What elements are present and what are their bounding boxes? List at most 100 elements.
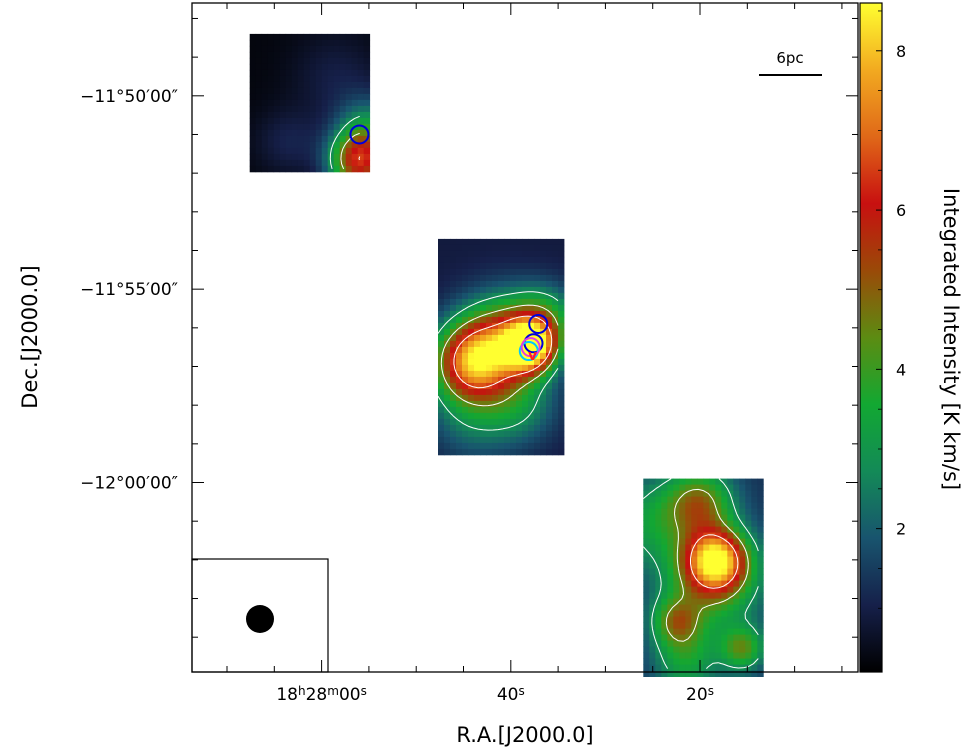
heatmap-cell — [697, 484, 704, 491]
heatmap-cell — [498, 400, 505, 408]
heatmap-cell — [279, 33, 287, 41]
heatmap-cell — [522, 382, 529, 390]
heatmap-cell — [273, 45, 281, 53]
heatmap-cell — [456, 250, 463, 258]
heatmap-cell — [643, 562, 650, 569]
heatmap-cell — [540, 352, 547, 360]
heatmap-cell — [309, 135, 317, 143]
heatmap-cell — [739, 646, 746, 653]
heatmap-cell — [363, 81, 371, 89]
heatmap-cell — [673, 658, 680, 665]
heatmap-cell — [468, 268, 475, 276]
heatmap-cell — [534, 424, 541, 432]
heatmap-cell — [255, 147, 263, 155]
heatmap-cell — [528, 412, 535, 420]
heatmap-cell — [504, 244, 511, 252]
heatmap-cell — [685, 490, 692, 497]
heatmap-cell — [333, 99, 341, 107]
heatmap-cell — [255, 87, 263, 95]
heatmap-cell — [297, 93, 305, 101]
heatmap-cell — [333, 141, 341, 149]
heatmap-cell — [309, 99, 317, 107]
heatmap-cell — [643, 508, 650, 515]
heatmap-cell — [558, 370, 565, 378]
heatmap-cell — [691, 664, 698, 671]
heatmap-cell — [249, 99, 257, 107]
heatmap-cell — [492, 250, 499, 258]
heatmap-cell — [291, 75, 299, 83]
heatmap-cell — [745, 520, 752, 527]
heatmap-cell — [552, 316, 559, 324]
heatmap-cell — [462, 358, 469, 366]
heatmap-cell — [444, 238, 451, 246]
heatmap-cell — [261, 63, 269, 71]
heatmap-cell — [703, 622, 710, 629]
heatmap-cell — [357, 117, 365, 125]
heatmap-cell — [703, 562, 710, 569]
heatmap-cell — [285, 45, 293, 53]
heatmap-cell — [504, 274, 511, 282]
heatmap-cell — [673, 496, 680, 503]
heatmap-cell — [492, 292, 499, 300]
heatmap-cell — [757, 622, 764, 629]
heatmap-cell — [673, 634, 680, 641]
heatmap-cell — [697, 586, 704, 593]
heatmap-cell — [456, 304, 463, 312]
heatmap-cell — [315, 147, 323, 155]
heatmap-cell — [504, 442, 511, 450]
heatmap-cell — [751, 628, 758, 635]
heatmap-cell — [255, 117, 263, 125]
heatmap-cell — [691, 616, 698, 623]
heatmap-cell — [691, 604, 698, 611]
heatmap-cell — [474, 352, 481, 360]
heatmap-cell — [345, 57, 353, 65]
heatmap-cell — [745, 598, 752, 605]
heatmap-cell — [739, 592, 746, 599]
heatmap-cell — [480, 388, 487, 396]
heatmap-cell — [516, 280, 523, 288]
heatmap-cell — [727, 592, 734, 599]
heatmap-cell — [709, 532, 716, 539]
heatmap-cell — [703, 598, 710, 605]
heatmap-cell — [450, 268, 457, 276]
heatmap-cell — [697, 622, 704, 629]
heatmap-cell — [655, 598, 662, 605]
heatmap-cell — [715, 610, 722, 617]
heatmap-cell — [309, 63, 317, 71]
heatmap-cell — [255, 123, 263, 131]
heatmap-cell — [709, 652, 716, 659]
heatmap-cell — [357, 141, 365, 149]
heatmap-cell — [321, 111, 329, 119]
heatmap-cell — [667, 610, 674, 617]
heatmap-cell — [516, 340, 523, 348]
heatmap-cell — [715, 646, 722, 653]
field-3-contours — [642, 478, 759, 669]
heatmap-cell — [697, 640, 704, 647]
heatmap-cell — [492, 328, 499, 336]
colorbar-tick-label: 2 — [896, 520, 906, 539]
heatmap-cell — [649, 586, 656, 593]
heatmap-cell — [709, 610, 716, 617]
heatmap-cell — [649, 640, 656, 647]
heatmap-cell — [697, 598, 704, 605]
heatmap-cell — [273, 63, 281, 71]
heatmap-cell — [492, 322, 499, 330]
heatmap-cell — [745, 538, 752, 545]
heatmap-cell — [285, 153, 293, 161]
heatmap-cell — [498, 238, 505, 246]
heatmap-cell — [297, 87, 305, 95]
heatmap-cell — [510, 244, 517, 252]
heatmap-cell — [492, 394, 499, 402]
heatmap-cell — [733, 616, 740, 623]
heatmap-cell — [504, 292, 511, 300]
heatmap-cell — [468, 298, 475, 306]
heatmap-cell — [297, 39, 305, 47]
heatmap-cell — [546, 298, 553, 306]
heatmap-cell — [438, 250, 445, 258]
heatmap-cell — [351, 159, 359, 167]
heatmap-cell — [667, 484, 674, 491]
heatmap-cell — [751, 514, 758, 521]
heatmap-cell — [291, 87, 299, 95]
heatmap-cell — [279, 57, 287, 65]
heatmap-cell — [474, 340, 481, 348]
